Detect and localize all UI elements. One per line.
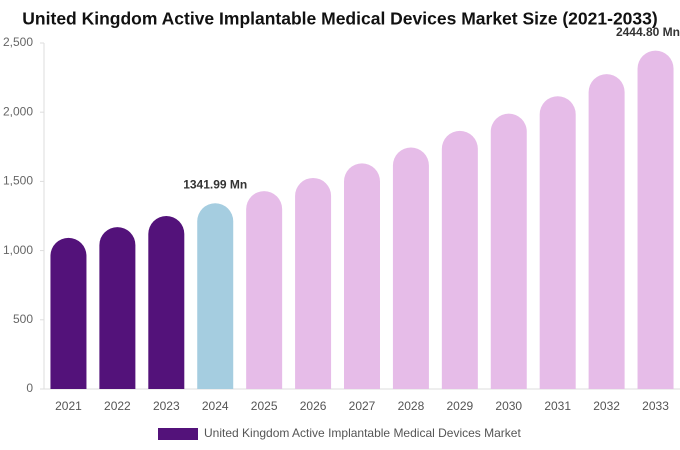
bar (295, 177, 332, 389)
x-tick-label: 2032 (593, 399, 620, 413)
bar (99, 227, 136, 389)
bar (50, 237, 87, 389)
bar (392, 147, 429, 389)
y-tick-label: 2,500 (3, 35, 33, 49)
y-tick-label: 1,500 (3, 174, 33, 188)
bar (148, 216, 185, 389)
x-tick-label: 2026 (300, 399, 327, 413)
legend-swatch (158, 428, 198, 440)
y-tick-label: 0 (26, 381, 33, 395)
bar (246, 191, 283, 389)
x-tick-label: 2028 (398, 399, 425, 413)
x-tick-label: 2023 (153, 399, 180, 413)
x-tick-label: 2030 (495, 399, 522, 413)
x-tick-label: 2031 (544, 399, 571, 413)
data-label: 2444.80 Mn (616, 25, 680, 39)
legend-label: United Kingdom Active Implantable Medica… (204, 426, 521, 440)
x-tick-label: 2025 (251, 399, 278, 413)
x-tick-label: 2033 (642, 399, 669, 413)
bar (637, 50, 674, 390)
bar (197, 203, 234, 389)
x-tick-label: 2027 (349, 399, 376, 413)
y-tick-label: 1,000 (3, 243, 33, 257)
x-tick-label: 2022 (104, 399, 131, 413)
bar (588, 74, 625, 389)
bar (490, 113, 527, 390)
bar (344, 163, 380, 389)
y-tick-label: 500 (13, 312, 33, 326)
y-tick-label: 2,000 (3, 104, 33, 118)
x-tick-label: 2029 (446, 399, 473, 413)
bar (441, 130, 478, 389)
chart-title: United Kingdom Active Implantable Medica… (22, 9, 657, 29)
x-tick-label: 2021 (55, 399, 82, 413)
x-tick-label: 2024 (202, 399, 229, 413)
data-label: 1341.99 Mn (183, 177, 247, 191)
bar (539, 96, 576, 389)
